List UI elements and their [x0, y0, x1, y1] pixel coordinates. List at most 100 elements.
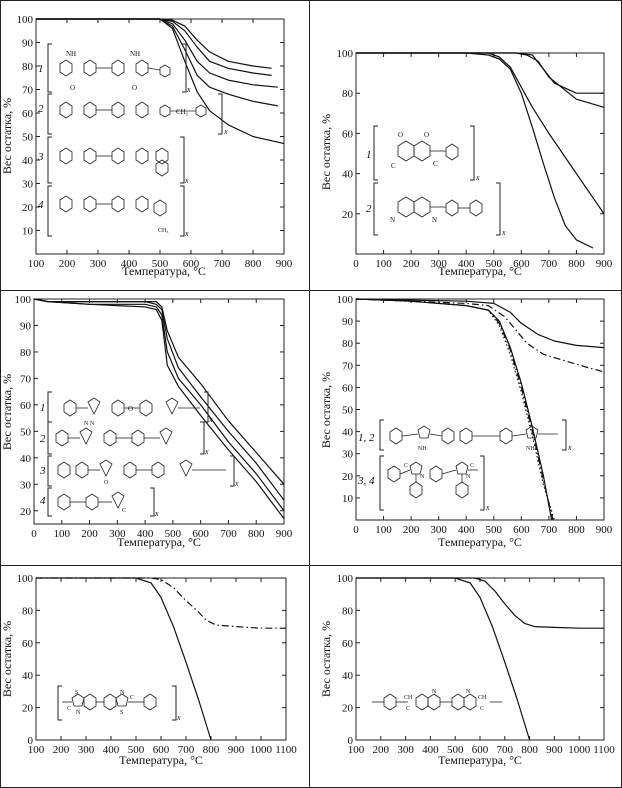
- molecule-text-2-1a: O: [398, 131, 403, 139]
- series-group-5: [36, 577, 286, 741]
- y-tick-label: 0: [348, 735, 354, 747]
- molecule-6-1: [372, 693, 502, 711]
- series-line-4: [33, 298, 285, 485]
- y-tick-label: 20: [20, 506, 32, 518]
- y-tick-label: 40: [20, 453, 32, 465]
- molecule-text-5-1e: N: [76, 710, 81, 716]
- series-line-3: [355, 298, 553, 521]
- legend-label-4-2: 3, 4: [357, 475, 375, 487]
- legend-1: x 1 NH NH O O x 2: [37, 43, 228, 238]
- x-tick-label: 700: [214, 258, 231, 270]
- y-tick-label: 80: [342, 88, 354, 100]
- x-tick-label: 100: [54, 528, 71, 540]
- series-line-5: [36, 18, 285, 145]
- x-tick-label: 300: [78, 744, 95, 756]
- series-line-1: [355, 298, 605, 349]
- y-tick-label: 30: [20, 479, 32, 491]
- molecule-1-2: [59, 101, 207, 119]
- x-tick-label: 400: [137, 528, 154, 540]
- legend-box-4-2: x 3, 4 C C N N: [357, 455, 490, 512]
- molecule-text-2-1b: O: [424, 131, 429, 139]
- plot-frame: [33, 298, 285, 525]
- y-axis-label: Вес остатка, %: [0, 374, 14, 450]
- molecule-text-4-1b: NH: [526, 446, 535, 452]
- y-tick-label: 100: [17, 573, 34, 585]
- molecule-text-6-1a: CH: [404, 695, 413, 701]
- x-tick-label: 800: [248, 528, 265, 540]
- x-tick-label: 500: [486, 524, 503, 536]
- legend-subscript-1-1: x: [186, 85, 191, 94]
- molecule-1-1: [59, 59, 171, 78]
- chart-panel-6: 100 200 300 400 500 600 700 800 900 1000 1100 0 20 40…: [319, 573, 615, 767]
- x-tick-label: 700: [497, 744, 514, 756]
- x-axis-label: Температура, °C: [438, 264, 522, 278]
- plot-frame: [35, 577, 287, 741]
- legend-box-1-1: x 1 NH NH O O: [38, 43, 191, 94]
- x-tick-label: 500: [165, 528, 182, 540]
- y-tick-label: 60: [342, 128, 354, 140]
- x-tick-label: 0: [353, 524, 359, 536]
- y-tick-label: 100: [17, 14, 34, 26]
- series-group-4: [355, 298, 605, 521]
- legend-subscript-3-1: x: [208, 415, 213, 424]
- legend-label-3-3: 3: [39, 465, 46, 477]
- series-group-3: [33, 298, 285, 520]
- chart-panel-2: 0 100 200 300 400 500 600 700 800 900 20 40 60 80 100 Т…: [319, 48, 613, 278]
- y-tick-label: 30: [22, 179, 34, 191]
- y-tick-label: 100: [337, 294, 354, 306]
- molecule-3-1: [63, 397, 200, 417]
- legend-subscript-4-1: x: [567, 443, 572, 452]
- legend-label-1-1: 1: [38, 63, 44, 75]
- legend-label-4-1: 1, 2: [358, 432, 375, 444]
- x-tick-label: 600: [513, 258, 530, 270]
- x-tick-label: 1100: [275, 744, 297, 756]
- x-tick-label: 100: [375, 258, 392, 270]
- plot-area-6: 100 200 300 400 500 600 700 800 900 1000 1100 0 20 40…: [319, 573, 615, 767]
- plot-area-5: 100 200 300 400 500 600 700 800 900 1000 1100 0 20 40…: [0, 573, 297, 767]
- series-line-4: [356, 52, 594, 249]
- x-tick-label: 700: [541, 524, 558, 536]
- legend-box-1-2: x 2 CH₃: [38, 93, 228, 136]
- plot-frame: [355, 298, 605, 521]
- molecule-text-5-1b: S: [120, 710, 123, 716]
- y-tick-label: 40: [342, 670, 354, 682]
- x-tick-label: 200: [53, 744, 70, 756]
- x-tick-label: 700: [541, 258, 558, 270]
- molecule-text-3-2a: N: [84, 421, 89, 427]
- legend-box-2-1: x 1 O O C C: [366, 125, 480, 182]
- x-tick-label: 500: [486, 258, 503, 270]
- y-tick-label: 70: [20, 373, 32, 385]
- x-tick-label: 800: [521, 744, 538, 756]
- molecule-4-1: [389, 425, 558, 445]
- x-tick-label: 300: [430, 258, 447, 270]
- molecule-text-6-1c: N: [432, 689, 437, 695]
- y-tick-label: 70: [22, 85, 34, 97]
- plot-area-3: 0 100 200 300 400 500 600 700 800 900 20 30 40 50 60 70…: [0, 294, 293, 549]
- x-tick-label: 100: [28, 744, 45, 756]
- legend-3: x 1 O x 2: [39, 391, 239, 518]
- y-tick-label: 0: [28, 735, 34, 747]
- series-line-1: [36, 18, 272, 69]
- y-tick-label: 20: [342, 703, 354, 715]
- molecule-1-3: [59, 147, 169, 177]
- x-tick-label: 600: [513, 524, 530, 536]
- x-tick-label: 500: [128, 744, 145, 756]
- y-tick-label: 60: [342, 382, 354, 394]
- legend-subscript-3-2: x: [204, 447, 209, 456]
- molecule-text-3-2b: N: [90, 421, 95, 427]
- x-tick-label: 700: [220, 528, 237, 540]
- molecule-text-1-1d: O: [132, 84, 137, 92]
- x-tick-label: 200: [373, 744, 390, 756]
- x-tick-label: 800: [568, 524, 585, 536]
- molecule-text-6-1b: CH: [478, 695, 487, 701]
- molecule-text-4-2a: C: [404, 463, 408, 469]
- legend-label-3-4: 4: [40, 495, 46, 507]
- x-tick-label: 200: [403, 258, 420, 270]
- y-tick-label: 50: [22, 132, 34, 144]
- series-line-3: [36, 18, 278, 88]
- molecule-text-2-1d: C: [433, 160, 438, 168]
- y-tick-label: 60: [22, 638, 34, 650]
- x-tick-label: 400: [422, 744, 439, 756]
- series-line-5: [355, 298, 554, 521]
- y-tick-label: 100: [15, 294, 32, 306]
